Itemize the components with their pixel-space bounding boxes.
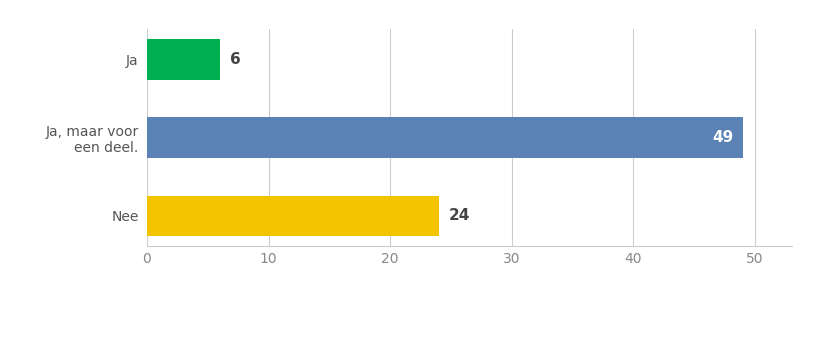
Bar	[147, 195, 439, 236]
Text: 49: 49	[712, 130, 733, 145]
Bar	[147, 39, 220, 80]
Text: 6: 6	[229, 52, 241, 67]
Bar	[147, 117, 743, 158]
Text: 24: 24	[449, 209, 470, 223]
